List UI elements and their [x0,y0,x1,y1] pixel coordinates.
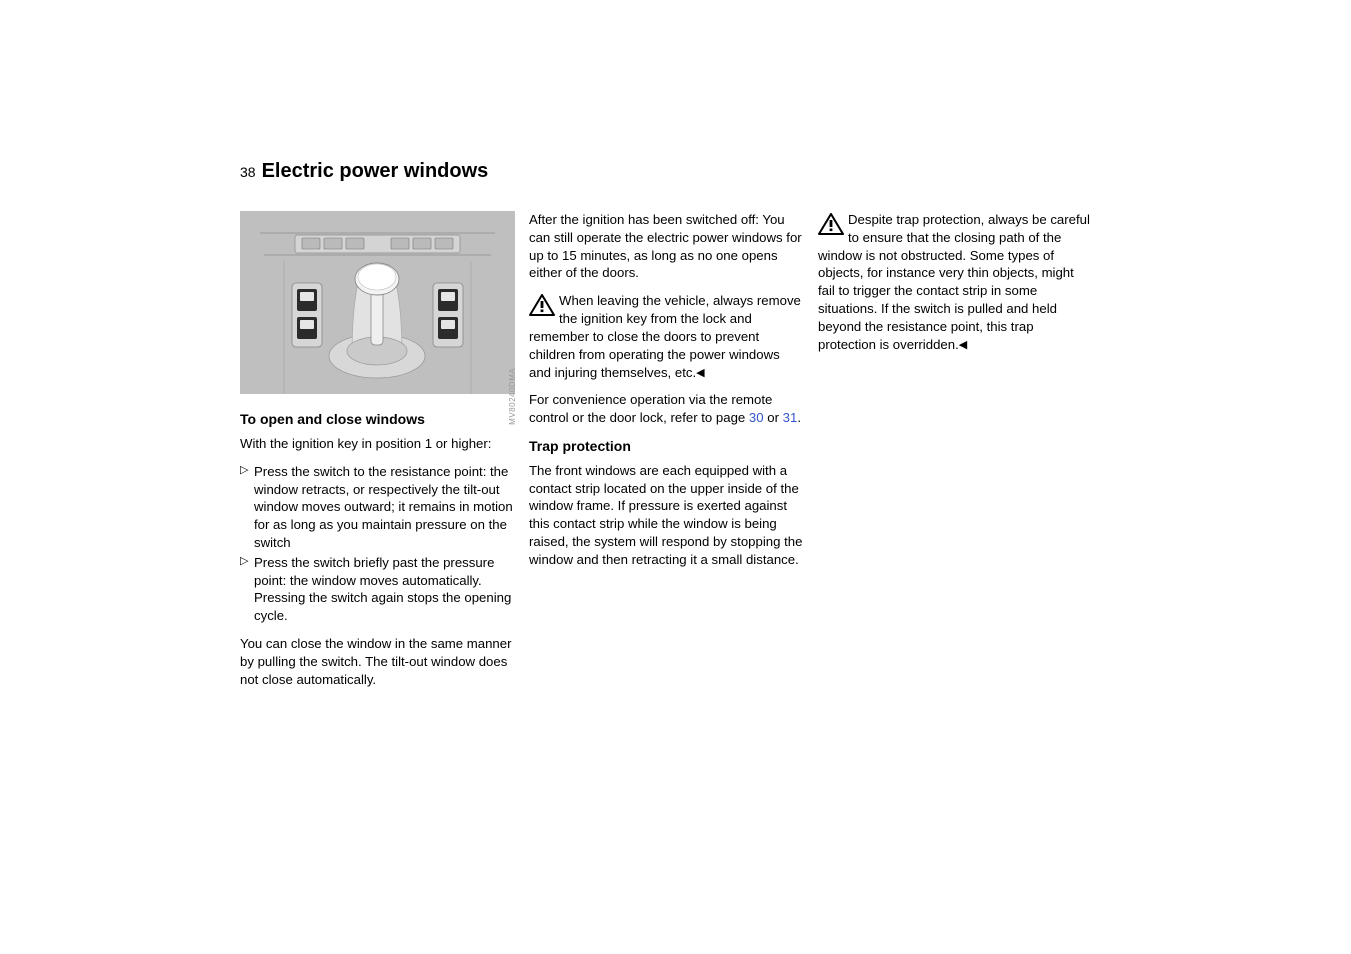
col2-p1: After the ignition has been switched off… [529,211,804,282]
warning-icon [818,213,844,235]
end-mark-icon: ◀ [696,367,704,379]
figure-window-switches: MV80240DMA [240,211,515,394]
column-1: MV80240DMA To open and close windows Wit… [240,211,515,698]
col3-warn1-text: Despite trap protection, always be caref… [818,212,1090,352]
warning-block-2: Despite trap protection, always be caref… [818,211,1093,354]
subhead-trap-protection: Trap protection [529,437,804,456]
warning-icon [529,294,555,316]
warning-block-1: When leaving the vehicle, always remove … [529,292,804,381]
col1-p2: You can close the window in the same man… [240,635,515,688]
page-title: Electric power windows [262,160,489,183]
page-link-30[interactable]: 30 [749,410,764,425]
col2-warn1-text: When leaving the vehicle, always remove … [529,293,801,379]
page-link-31[interactable]: 31 [783,410,798,425]
column-2: After the ignition has been switched off… [529,211,804,698]
subhead-open-close: To open and close windows [240,410,515,429]
end-mark-icon: ◀ [959,339,967,351]
page-header: 38 Electric power windows [240,160,1120,183]
content-columns: MV80240DMA To open and close windows Wit… [240,211,1120,698]
col2-p2c: . [797,410,801,425]
column-3: Despite trap protection, always be caref… [818,211,1093,698]
col1-bullet-2: Press the switch briefly past the pressu… [240,554,515,625]
page-number: 38 [240,164,256,180]
figure-code: MV80240DMA [508,368,519,425]
col1-bullets: Press the switch to the resistance point… [240,463,515,625]
col2-p2: For convenience operation via the remote… [529,391,804,427]
col2-p2b: or [764,410,783,425]
col2-p2a: For convenience operation via the remote… [529,392,772,425]
col1-p1: With the ignition key in position 1 or h… [240,435,515,453]
col1-bullet-1: Press the switch to the resistance point… [240,463,515,552]
col2-p3: The front windows are each equipped with… [529,462,804,569]
